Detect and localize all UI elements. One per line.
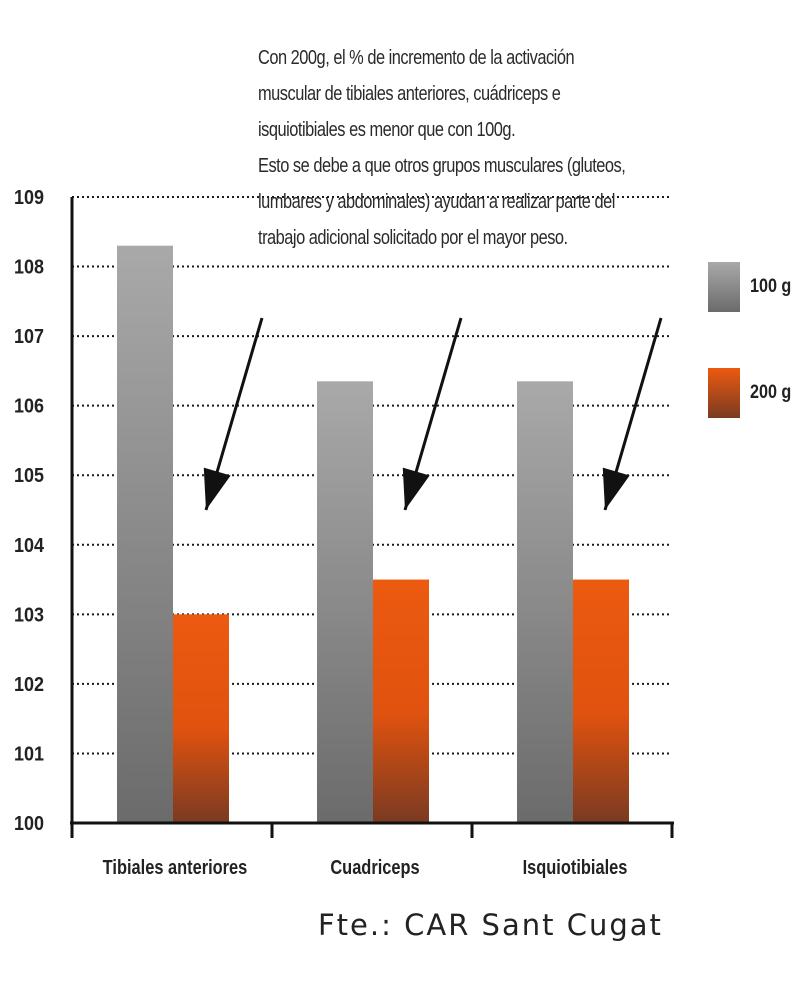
- annotation-line-4: Esto se debe a que otros grupos muscular…: [258, 155, 626, 177]
- annotation-line-5: lumbares y abdominales) ayudan a realiza…: [258, 191, 615, 213]
- x-tick-label-3: Isquiotibiales: [523, 857, 628, 879]
- y-tick-label-100: 100: [14, 813, 44, 835]
- annotation-line-1: Con 200g, el % de incremento de la activ…: [258, 47, 575, 69]
- y-tick-label-101: 101: [14, 743, 44, 765]
- y-tick-label-105: 105: [14, 465, 44, 487]
- y-tick-label-104: 104: [14, 535, 45, 557]
- bar-100g-2: [317, 381, 373, 823]
- legend-label-200g: 200 g: [750, 382, 792, 403]
- y-tick-label-107: 107: [14, 326, 44, 348]
- bar-100g-3: [517, 381, 573, 823]
- bar-200g-2: [373, 579, 429, 823]
- bar-200g-1: [173, 614, 229, 823]
- source-note: Fte.: CAR Sant Cugat: [318, 908, 663, 942]
- legend-swatch-100g: [708, 262, 740, 312]
- legend-item-200g: 200 g: [708, 368, 799, 418]
- y-tick-label-108: 108: [14, 257, 44, 279]
- chart-annotation: Con 200g, el % de incremento de la activ…: [258, 40, 635, 256]
- bar-100g-1: [117, 245, 173, 823]
- legend-swatch-200g: [708, 368, 740, 418]
- legend-label-100g: 100 g: [750, 276, 792, 297]
- y-tick-label-102: 102: [14, 674, 44, 696]
- bar-200g-3: [573, 579, 629, 823]
- arrow-head-2: [402, 467, 430, 510]
- y-tick-label-103: 103: [14, 604, 44, 626]
- annotation-line-6: trabajo adicional solicitado por el mayo…: [258, 227, 568, 249]
- arrow-head-1: [203, 467, 231, 510]
- legend-item-100g: 100 g: [708, 262, 799, 312]
- arrow-head-3: [602, 467, 630, 510]
- annotation-line-2: muscular de tibiales anteriores, cuádric…: [258, 83, 561, 105]
- x-tick-label-1: Tibiales anteriores: [103, 857, 248, 879]
- y-tick-label-106: 106: [14, 396, 44, 418]
- annotation-line-3: isquiotibiales es menor que con 100g.: [258, 119, 516, 141]
- y-tick-label-109: 109: [14, 187, 44, 209]
- x-tick-label-2: Cuadriceps: [330, 857, 419, 879]
